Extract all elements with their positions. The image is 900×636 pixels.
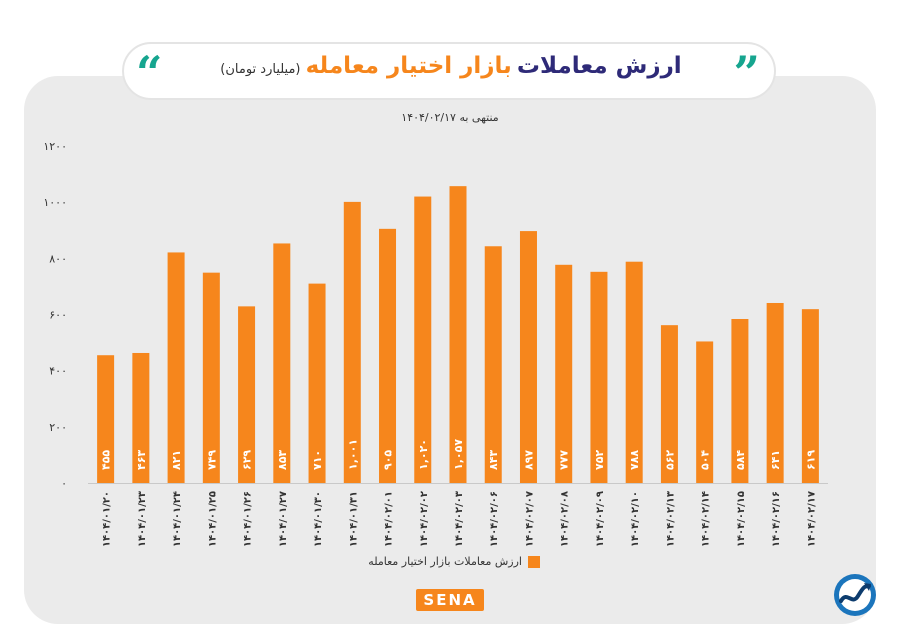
bar	[379, 228, 397, 483]
y-tick-label: ۰	[61, 477, 67, 490]
x-tick-label: ۱۴۰۴/۰۲/۱۷	[806, 491, 817, 547]
bar	[801, 309, 819, 483]
y-tick-label: ۶۰۰	[49, 309, 67, 322]
x-tick-label: ۱۴۰۴/۰۲/۰۸	[560, 491, 571, 547]
x-tick-label: ۱۴۰۴/۰۱/۳۰	[313, 491, 324, 547]
x-tick-label: ۱۴۰۴/۰۲/۰۶	[489, 491, 500, 547]
y-tick-label: ۴۰۰	[49, 365, 67, 378]
bar	[97, 355, 115, 483]
bar-value-label: ۶۱۹	[804, 450, 817, 470]
bar-value-label: ۸۵۳	[276, 450, 289, 470]
x-tick-label: ۱۴۰۴/۰۱/۲۴	[172, 491, 183, 547]
bar-value-label: ۱,۰۰۱	[346, 439, 359, 470]
bar-value-label: ۸۹۷	[522, 450, 535, 470]
x-tick-label: ۱۴۰۴/۰۲/۰۷	[524, 491, 535, 547]
y-tick-label: ۸۰۰	[49, 252, 67, 265]
bar-value-label: ۶۴۱	[769, 450, 782, 470]
bar	[555, 264, 573, 483]
x-tick-label: ۱۴۰۴/۰۱/۳۱	[348, 491, 359, 547]
x-tick-label: ۱۴۰۴/۰۲/۱۴	[701, 491, 712, 547]
x-tick-label: ۱۴۰۴/۰۱/۲۳	[137, 491, 148, 547]
x-tick-label: ۱۴۰۴/۰۲/۱۵	[736, 491, 747, 547]
bar	[238, 306, 256, 483]
x-tick-label: ۱۴۰۴/۰۲/۰۲	[419, 491, 430, 547]
bar-value-label: ۷۷۷	[558, 450, 571, 470]
bar	[731, 318, 749, 483]
x-tick-label: ۱۴۰۴/۰۲/۰۹	[595, 491, 606, 547]
x-tick-label: ۱۴۰۴/۰۲/۱۰	[630, 491, 641, 547]
sena-logo: SENA	[416, 589, 484, 611]
x-tick-label: ۱۴۰۴/۰۲/۱۳	[665, 491, 676, 547]
bar-value-label: ۷۸۸	[628, 450, 641, 470]
bar-value-label: ۴۶۳	[135, 450, 148, 470]
bar	[273, 243, 291, 483]
bar-value-label: ۶۲۹	[241, 450, 254, 470]
legend-label: ارزش معاملات بازار اختیار معامله	[368, 555, 522, 568]
y-tick-label: ۱۲۰۰	[43, 140, 67, 153]
bar	[696, 341, 714, 483]
bar-value-label: ۵۰۴	[699, 450, 712, 470]
bar-value-label: ۴۵۵	[100, 450, 113, 470]
bar	[167, 252, 185, 483]
title-unit: (میلیارد تومان)	[220, 62, 301, 77]
bar	[625, 261, 643, 483]
bar-value-label: ۵۶۲	[663, 450, 676, 470]
x-tick-label: ۱۴۰۴/۰۱/۲۶	[243, 491, 254, 547]
x-tick-label: ۱۴۰۴/۰۲/۰۱	[384, 491, 395, 547]
y-tick-label: ۱۰۰۰	[43, 196, 67, 209]
bar-value-label: ۷۴۹	[205, 450, 218, 470]
x-tick-label: ۱۴۰۴/۰۱/۲۵	[207, 491, 218, 547]
x-tick-label: ۱۴۰۴/۰۱/۲۷	[278, 491, 289, 547]
quote-mark-left-icon: “	[136, 46, 163, 100]
bar-value-label: ۷۱۰	[311, 450, 324, 470]
y-tick-label: ۲۰۰	[49, 421, 67, 434]
bar	[484, 246, 502, 483]
bar	[660, 325, 678, 483]
title-primary: ارزش معاملات	[516, 53, 682, 79]
title-highlight: بازار اختیار معامله	[305, 53, 512, 79]
bar-value-label: ۸۲۱	[170, 450, 183, 470]
bar	[202, 272, 220, 483]
bar	[414, 196, 432, 484]
bar-value-label: ۹۰۵	[382, 450, 395, 470]
bar-value-label: ۵۸۴	[734, 450, 747, 470]
bar-value-label: ۸۴۳	[487, 450, 500, 470]
bar	[132, 352, 150, 483]
bar	[308, 283, 326, 483]
bar	[590, 271, 608, 483]
bar	[519, 231, 537, 483]
chart-title: ارزش معاملات بازار اختیار معامله (میلیار…	[206, 53, 696, 79]
bar	[343, 201, 361, 483]
chart-legend: ارزش معاملات بازار اختیار معامله	[360, 551, 540, 568]
quote-mark-right-icon: ”	[733, 46, 760, 100]
chart-subtitle: منتهی به ۱۴۰۴/۰۲/۱۷	[401, 111, 499, 124]
x-tick-label: ۱۴۰۴/۰۲/۱۶	[771, 491, 782, 547]
bar-value-label: ۱,۰۵۷	[452, 439, 465, 470]
title-banner: “ ارزش معاملات بازار اختیار معامله (میلی…	[122, 42, 776, 100]
legend-swatch	[528, 555, 540, 568]
x-tick-label: ۱۴۰۴/۰۲/۰۳	[454, 491, 465, 547]
trend-chart-logo-icon	[834, 574, 876, 616]
bar-value-label: ۱,۰۲۰	[417, 439, 430, 470]
bar-value-label: ۷۵۲	[593, 450, 606, 470]
bar	[449, 186, 467, 483]
bar	[766, 302, 784, 483]
x-tick-label: ۱۴۰۴/۰۱/۲۰	[102, 491, 113, 547]
